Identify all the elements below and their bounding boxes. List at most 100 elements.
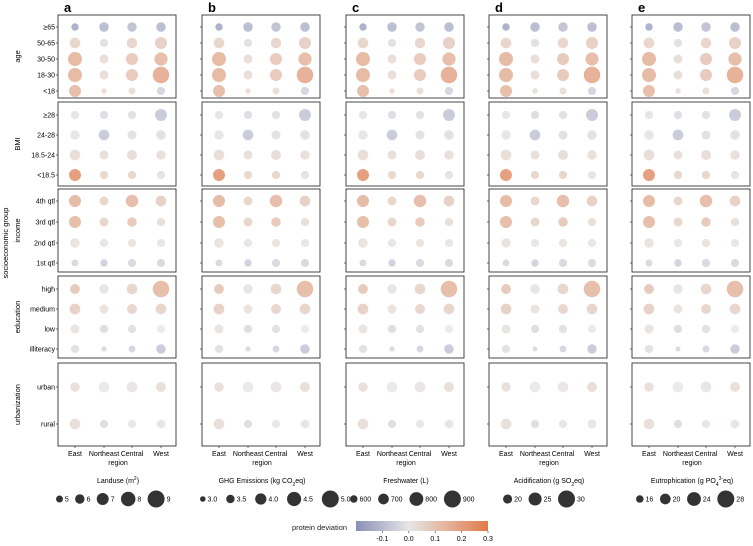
x-tick-label-east: East: [212, 451, 226, 458]
bubble: [214, 344, 224, 354]
size-legend-bubble: [443, 490, 461, 508]
bubble: [243, 170, 253, 180]
bubble: [271, 258, 281, 268]
row-label-1-3: <18.5: [37, 173, 55, 180]
bubble: [357, 37, 369, 49]
panel-b-box-0: [201, 14, 321, 99]
bubble: [558, 150, 568, 160]
bubble: [69, 195, 81, 207]
bubble: [300, 22, 310, 32]
bubble: [415, 150, 425, 160]
bubble: [99, 304, 109, 314]
bubble: [673, 324, 683, 334]
bubble: [415, 258, 425, 268]
bubble: [443, 109, 455, 121]
bubble: [702, 87, 710, 95]
bubble: [99, 324, 109, 334]
bubble: [530, 110, 540, 120]
x-tick-label-west: West: [297, 451, 313, 458]
bubble: [500, 169, 512, 181]
bubble: [243, 54, 253, 64]
bubble: [358, 110, 368, 120]
bubble: [587, 217, 597, 227]
bubble: [387, 22, 397, 32]
size-legend-label: 8: [137, 497, 141, 504]
x-tick-label-central: Central: [265, 451, 288, 458]
bubble: [271, 110, 281, 120]
bubble: [127, 130, 137, 140]
bubble: [415, 324, 425, 334]
size-legend-bubble: [378, 493, 389, 505]
x-tick-label-west: West: [153, 451, 169, 458]
bubble: [387, 238, 397, 248]
row-label-3-3: illiteracy: [30, 347, 56, 354]
bubble: [387, 324, 397, 334]
bubble: [213, 37, 225, 49]
bubble: [71, 259, 79, 267]
size-legend-bubble: [321, 490, 339, 508]
bubble: [126, 37, 138, 49]
bubble: [243, 419, 253, 429]
bubble: [730, 130, 740, 140]
bubble: [674, 259, 682, 267]
bubble: [242, 129, 254, 141]
bubble: [643, 216, 655, 228]
bubble: [300, 258, 310, 268]
bubble: [156, 22, 166, 32]
size-legend-bubble: [56, 495, 63, 503]
x-axis-title: region: [682, 460, 702, 467]
bubble: [127, 419, 137, 429]
bubble: [530, 284, 540, 294]
bubble: [387, 70, 397, 80]
bubble: [730, 217, 740, 227]
bubble: [357, 195, 369, 207]
bubble: [701, 150, 711, 160]
bubble: [70, 324, 80, 334]
colorbar-title: protein deviation: [292, 523, 348, 532]
bubble: [156, 150, 166, 160]
bubble: [70, 284, 80, 294]
x-tick-label-northeast: Northeast: [520, 451, 550, 458]
bubble: [127, 110, 137, 120]
bubble: [387, 54, 397, 64]
bubble: [99, 110, 109, 120]
size-legend-bubble: [255, 493, 267, 505]
size-legend-bubble: [636, 495, 644, 503]
bubble: [558, 258, 568, 268]
size-legend-label: 7: [111, 497, 115, 504]
size-legend-label: 4.0: [268, 497, 278, 504]
size-legend-bubble: [75, 494, 85, 504]
bubble: [701, 324, 711, 334]
colorbar-tick-label: -0.1: [376, 536, 388, 543]
bubble: [558, 304, 568, 314]
panel-letter-e: e: [638, 0, 645, 15]
bubble: [529, 129, 541, 141]
bubble: [99, 170, 109, 180]
bubble: [587, 238, 597, 248]
panel-letter-b: b: [208, 0, 216, 15]
panel-c-box-2: [345, 188, 465, 273]
bubble: [215, 259, 223, 267]
row-label-2-2: 2nd qtl: [34, 241, 55, 248]
bubble: [270, 53, 282, 65]
panel-a-box-2: [57, 188, 177, 273]
bubble: [501, 382, 511, 392]
bubble: [357, 169, 369, 181]
bubble: [672, 129, 684, 141]
size-legend-label: 16: [646, 497, 654, 504]
bubble: [557, 53, 569, 65]
bubble: [155, 303, 167, 315]
bubble: [701, 419, 711, 429]
bubble: [501, 130, 511, 140]
bubble: [558, 238, 568, 248]
bubble: [558, 110, 568, 120]
bubble: [559, 87, 567, 95]
size-legend-bubble: [409, 492, 424, 506]
bubble: [69, 303, 81, 315]
bubble: [152, 66, 170, 84]
x-tick-label-northeast: Northeast: [663, 451, 693, 458]
bubble: [730, 419, 740, 429]
panel-a-box-1: [57, 101, 177, 187]
bubble: [730, 258, 740, 268]
bubble: [358, 130, 368, 140]
